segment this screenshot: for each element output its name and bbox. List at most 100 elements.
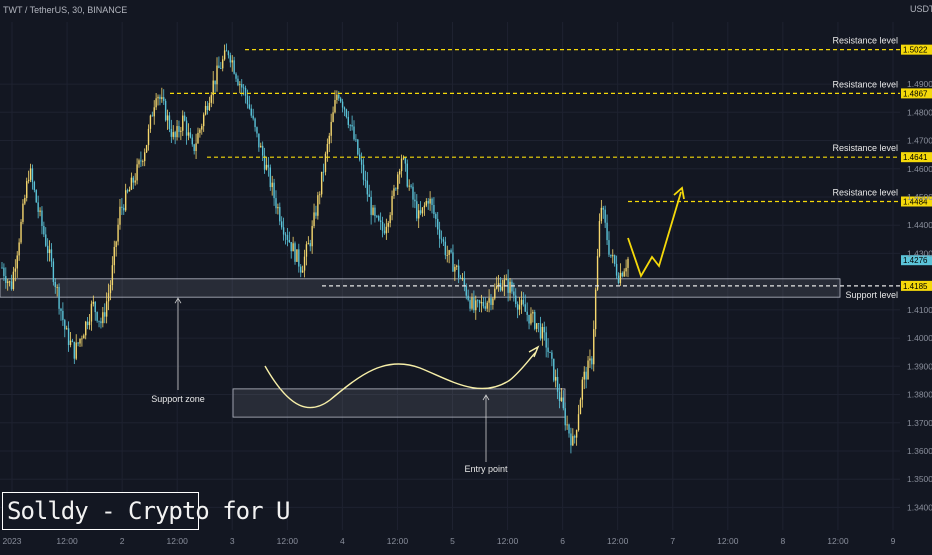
candle-body [438,229,441,239]
candle-body [157,96,159,99]
candle-body [593,329,595,365]
candle-body [574,436,576,438]
candle-body [26,181,28,198]
candle-body [503,279,506,287]
candle-body [195,143,197,152]
candle-body [328,135,330,145]
candle-body [478,300,481,304]
x-tick-label: 12:00 [167,536,189,546]
candle-body [408,185,410,187]
entry-point-text: Entry point [464,464,508,474]
x-tick-label: 2023 [3,536,22,546]
candle-body [419,210,422,214]
candle-body [168,115,171,129]
candle-body [475,300,477,311]
candle-body [292,243,294,252]
candle-body [606,222,608,241]
candle-body [381,222,384,231]
candle-body [258,133,260,148]
candle-body [364,179,367,181]
candle-body [535,323,538,329]
level-label-bg [901,280,932,291]
candle-body [286,235,289,240]
candle-body [488,298,490,303]
candle-body [376,215,378,217]
x-tick-label: 6 [560,536,565,546]
candle-body [496,285,498,289]
candle-body [509,281,511,293]
candle-body [402,157,405,159]
candle-body [515,295,517,304]
y-tick-label: 1.4300 [907,248,932,258]
y-tick-label: 1.4500 [907,192,932,202]
candle-body [35,190,37,203]
candle-body [14,268,17,272]
candle-body [454,266,456,272]
candle-body [65,328,68,330]
candle-body [412,186,414,200]
candle-body [126,190,129,192]
candle-body [197,132,199,144]
level-label: 1.4867 [903,89,928,98]
candle-body [617,275,620,284]
candle-body [237,78,239,86]
candle-body [199,129,201,133]
candle-body [244,88,247,96]
candle-body [18,242,20,256]
candle-body [98,320,100,322]
candle-body [378,216,380,221]
x-axis: 2023 12:00 2 12:00 3 12:00 4 12:00 5 12:00 6 12:00 7… [3,536,896,546]
candle-body [558,391,561,401]
candle-body [22,203,24,222]
candle-body [39,210,41,212]
candle-body [463,277,466,286]
candle-body [459,277,462,279]
candle-body [497,283,500,286]
x-tick-label: 12:00 [827,536,849,546]
candle-body [448,250,450,256]
candle-body [265,164,268,170]
wave-curve [264,351,537,409]
candle-body [208,102,211,111]
candle-body [554,376,557,381]
candle-body [324,153,327,172]
candle-body [547,347,549,352]
candle-body [75,342,77,359]
candle-body [277,207,279,209]
candle-body [174,132,176,138]
candle-body [62,310,64,321]
candle-body [581,379,584,400]
candle-body [627,258,629,268]
candle-body [52,261,55,283]
candle-body [575,430,578,438]
candle-body [457,265,460,278]
candle-body [469,300,471,309]
candle-body [83,335,85,339]
support-zone-box [0,278,841,298]
candle-body [204,105,207,115]
last-price-label: 1.4276 [903,256,928,265]
candle-body [437,218,439,230]
y-tick-label: 1.4900 [907,79,932,89]
candle-body [233,60,235,74]
candle-body [522,299,525,305]
candle-body [532,312,534,314]
candle-body [410,185,412,187]
candle-body [551,352,553,359]
candle-body [305,244,308,257]
candle-body [406,163,408,187]
candle-body [404,157,407,164]
resistance-level-text: Resistance level [832,79,898,89]
candle-body [43,225,45,235]
candle-body [398,171,401,175]
candle-body [24,197,26,204]
candle-body [456,265,458,267]
candle-body [193,144,195,152]
candles [1,43,629,454]
candle-body [518,305,521,310]
candle-body [315,212,317,216]
candle-body [107,293,110,302]
candle-body [220,68,222,69]
candle-body [545,332,547,348]
